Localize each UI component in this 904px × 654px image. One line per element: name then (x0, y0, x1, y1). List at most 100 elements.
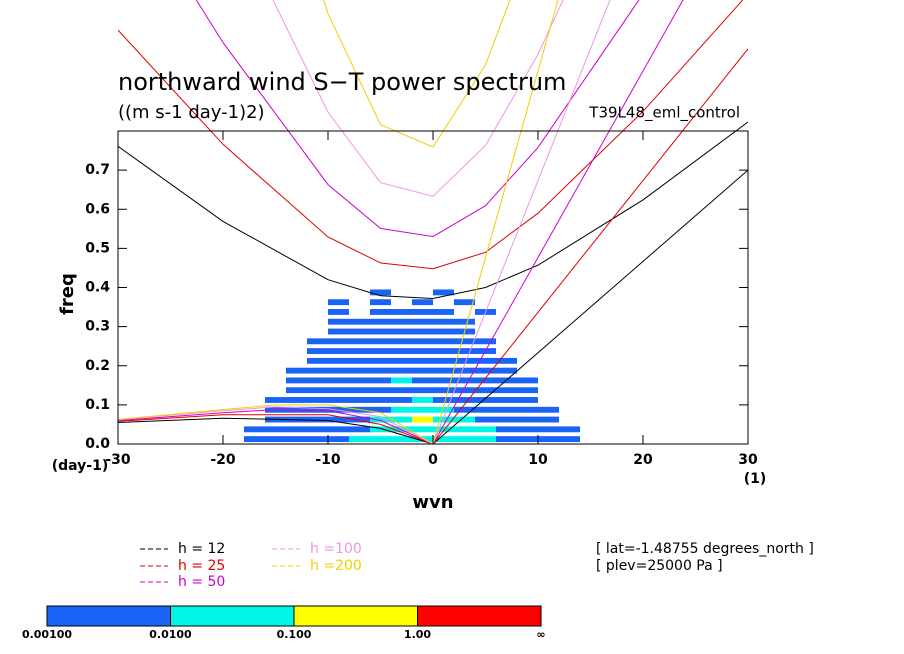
power-cell (244, 338, 265, 344)
power-cell (538, 397, 559, 403)
power-cell (370, 416, 391, 423)
power-cell (223, 348, 244, 354)
power-cell (286, 377, 307, 384)
power-cell (307, 309, 328, 315)
power-cell (391, 367, 412, 374)
power-cell (223, 387, 244, 393)
dispersion-curve (118, 417, 434, 444)
power-cell (475, 299, 496, 305)
power-cell (286, 397, 307, 403)
power-cell (559, 319, 580, 325)
colorbar-box (293, 605, 418, 627)
power-cell (496, 387, 517, 394)
power-cell (286, 367, 307, 374)
power-cell (433, 426, 454, 433)
power-cell (244, 329, 265, 335)
power-cell (580, 358, 601, 364)
y-tick-label: 0.5 (85, 240, 110, 256)
power-cell (370, 309, 391, 315)
power-cell (370, 299, 391, 306)
power-cell (328, 357, 349, 364)
power-cell (412, 416, 433, 423)
power-cell (286, 436, 307, 443)
power-cell (244, 289, 265, 295)
power-cell (433, 367, 454, 374)
dispersion-curve (118, 409, 434, 444)
dispersion-curve (118, 121, 748, 300)
power-cell (391, 318, 412, 325)
power-cell (328, 338, 349, 345)
power-cell (475, 357, 496, 364)
dispersion-curve (322, 0, 511, 148)
power-cell (370, 328, 391, 335)
power-cell (286, 338, 307, 344)
power-cell (370, 318, 391, 325)
power-cell (475, 377, 496, 384)
power-cell (538, 299, 559, 305)
power-cell (454, 318, 475, 325)
power-cell (538, 319, 559, 325)
power-cell (286, 348, 307, 354)
power-cell (391, 377, 412, 384)
power-cell (433, 289, 454, 296)
power-cell (244, 387, 265, 393)
power-cell (307, 338, 328, 345)
power-cell (496, 319, 517, 325)
power-cell (370, 436, 391, 443)
power-cell (454, 309, 475, 315)
y-tick-label: 0.4 (85, 280, 110, 296)
power-cell (391, 289, 412, 295)
power-cell (538, 358, 559, 364)
power-cell (391, 348, 412, 355)
power-cell (517, 358, 538, 364)
power-cell (370, 348, 391, 355)
power-cell (454, 406, 475, 413)
power-cell (286, 387, 307, 394)
chart-title: northward wind S−T power spectrum (118, 68, 566, 96)
legend-label: h =100 (310, 541, 362, 557)
power-cell (517, 348, 538, 354)
power-cell (496, 426, 517, 433)
power-cell (391, 436, 412, 443)
x-tick-label: 20 (633, 452, 653, 468)
power-cell (244, 348, 265, 354)
power-cell (244, 436, 265, 443)
power-cell (517, 299, 538, 305)
power-cell (496, 416, 517, 423)
power-cell (517, 319, 538, 325)
power-cell (538, 436, 559, 443)
y-tick-label: 0.0 (85, 436, 110, 452)
power-cell (433, 436, 454, 443)
power-cell (391, 416, 412, 423)
power-cell (559, 387, 580, 393)
y-axis-label: freq (57, 273, 78, 315)
dispersion-curve (118, 404, 434, 444)
dispersion-curve (432, 0, 684, 444)
power-cell (475, 387, 496, 394)
power-cell (307, 406, 328, 413)
power-cell (349, 318, 370, 325)
power-cell (223, 436, 244, 442)
dispersion-curve (272, 0, 564, 197)
run-label: T39L48_eml_control (588, 104, 740, 123)
power-cell (454, 299, 475, 306)
power-cell (412, 387, 433, 394)
power-cell (475, 367, 496, 374)
power-cell (475, 406, 496, 413)
power-cell (265, 368, 286, 374)
power-cell (244, 309, 265, 315)
power-cell (412, 397, 433, 403)
power-cell (265, 329, 286, 335)
power-cell (286, 299, 307, 305)
legend-label: h =200 (310, 558, 362, 574)
power-cell (265, 377, 286, 383)
power-cell (223, 338, 244, 344)
power-cell (370, 406, 391, 413)
power-cell (244, 397, 265, 403)
power-cell (580, 368, 601, 374)
power-cell (391, 397, 412, 403)
power-cell (580, 289, 601, 295)
power-cell (517, 289, 538, 295)
power-cell (559, 407, 580, 413)
dispersion-curve (432, 48, 748, 444)
